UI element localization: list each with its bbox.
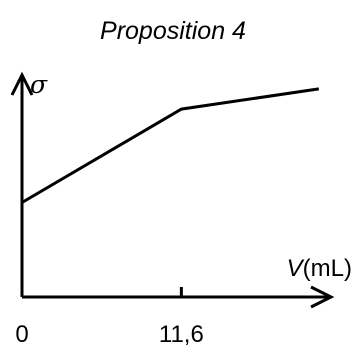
x-tick-label-1: 11,6 xyxy=(159,321,204,348)
x-axis-label-symbol: V xyxy=(287,255,305,282)
y-axis: σ xyxy=(10,70,48,297)
x-ticks: 0 11,6 xyxy=(15,287,204,348)
x-axis-label: V(mL) xyxy=(287,255,352,282)
x-axis-label-unit: (mL) xyxy=(303,255,352,282)
y-axis-arrowhead xyxy=(10,71,34,96)
x-axis: V(mL) xyxy=(22,255,352,309)
x-tick-label-0: 0 xyxy=(15,321,28,348)
series-line-0 xyxy=(21,87,320,204)
chart-title: Proposition 4 xyxy=(100,17,246,45)
y-axis-label: σ xyxy=(30,70,48,99)
series-group xyxy=(21,87,320,204)
x-axis-arrowhead xyxy=(310,285,335,309)
